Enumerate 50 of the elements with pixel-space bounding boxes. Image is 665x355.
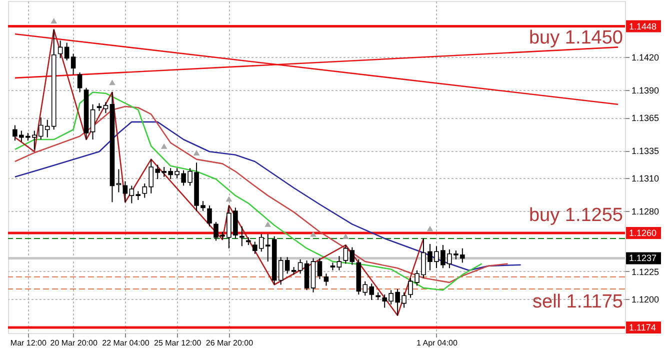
point [226,196,232,202]
x-tick-label: 26 Mar 20:00 [206,338,254,348]
y-tick-label: 1.1365 [632,113,660,124]
x-tick-label: 25 Mar 12:00 [154,338,202,348]
x-tick-label: Mar 12:00 [10,338,47,348]
ref-line-label: 1.1448 [629,21,657,32]
candlestick [77,72,82,93]
candlestick [64,42,70,61]
x-tick-label: 22 Mar 04:00 [102,338,150,348]
y-tick-label: 1.1225 [632,266,660,277]
y-tick-label: 1.1420 [632,52,660,63]
candlestick [240,226,244,247]
candlestick [284,256,290,274]
candlestick [317,258,322,280]
candlestick [129,185,134,204]
candlestick [207,204,212,227]
ref-line-label: 1.1174 [629,322,656,333]
point [109,80,116,86]
point [310,231,316,237]
point [264,221,272,227]
annotation: buy 1.1255 [528,205,623,226]
candlestick [278,256,284,286]
candlestick [336,256,342,271]
annotation: sell 1.1175 [532,291,623,312]
point [50,18,58,24]
candlestick [122,180,128,203]
point [193,150,200,156]
candlestick [70,53,76,76]
candlestick [116,168,122,193]
candlestick [103,102,108,114]
y-tick-label: 1.1310 [632,173,660,184]
candlestick [350,246,355,266]
ref-line-label: 1.1260 [629,228,657,238]
y-tick-label: 1.1280 [632,206,660,216]
candlestick [324,273,329,286]
candlestick [343,244,348,264]
point [160,143,168,149]
point [426,226,434,232]
ref-line-label: 1.1237 [629,253,657,264]
y-tick-label: 1.1335 [632,146,660,156]
x-tick-label: 1 Apr 04:00 [416,338,458,348]
candlestick [58,40,63,59]
y-tick-label: 1.1200 [632,294,660,304]
point [342,234,349,239]
annotation: buy 1.1450 [528,28,623,49]
line-series [14,28,424,316]
candlestick [298,258,303,274]
x-tick-label: 20 Mar 20:00 [50,338,98,348]
y-tick-label: 1.1390 [632,86,660,96]
candlestick [90,104,96,140]
